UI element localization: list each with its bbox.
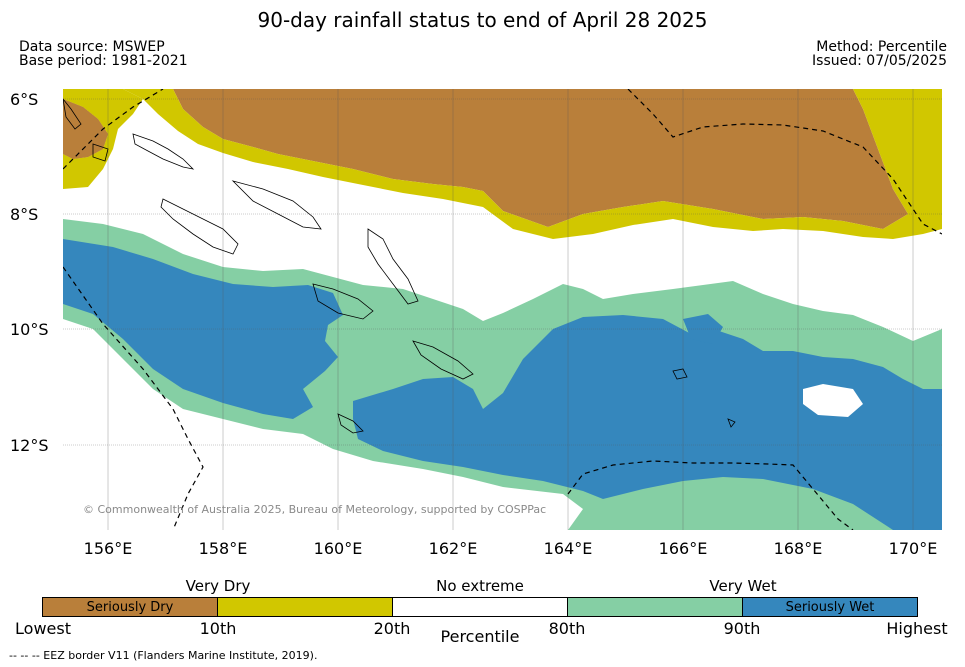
- legend-swatch-seriously-dry: Seriously Dry: [43, 598, 218, 616]
- legend-swatch-seriously-wet: Seriously Wet: [743, 598, 917, 616]
- method-text: Method: Percentile: [816, 39, 947, 55]
- lat-tick-label: 10°S: [10, 320, 49, 339]
- copyright-notice: © Commonwealth of Australia 2025, Bureau…: [83, 503, 547, 516]
- method-block: Method: Percentile Issued: 07/05/2025: [812, 40, 947, 68]
- base-period-text: Base period: 1981-2021: [19, 53, 188, 69]
- coastlines: [63, 98, 736, 434]
- lat-tick-label: 6°S: [10, 90, 39, 109]
- seriously-dry-region: [173, 89, 908, 229]
- legend-swatch-no-extreme: [393, 598, 568, 616]
- lat-tick-label: 12°S: [10, 436, 49, 455]
- lon-tick-label: 166°E: [658, 539, 708, 558]
- lon-tick-label: 164°E: [543, 539, 593, 558]
- no-extreme-patch: [803, 384, 863, 417]
- lon-tick-label: 156°E: [83, 539, 133, 558]
- data-source-text: Data source: MSWEP: [19, 39, 165, 55]
- legend-tick-label: 80th: [548, 619, 586, 638]
- lon-tick-label: 158°E: [198, 539, 248, 558]
- legend-tick-label: 10th: [199, 619, 237, 638]
- legend-category-label: Very Dry: [185, 577, 251, 595]
- lon-tick-label: 160°E: [313, 539, 363, 558]
- seriously-wet-region-south: [353, 315, 942, 530]
- legend-colorbar: Seriously Dry Seriously Wet: [42, 597, 918, 617]
- legend-tick-label: Highest: [886, 619, 948, 638]
- legend-tick-label: 20th: [373, 619, 411, 638]
- footnote: -- -- -- EEZ border V11 (Flanders Marine…: [9, 649, 318, 662]
- legend-title: Percentile: [440, 627, 520, 646]
- legend-category-label: Very Wet: [709, 577, 777, 595]
- rainfall-map: [63, 89, 942, 530]
- legend-swatch-very-dry: [218, 598, 393, 616]
- data-source-block: Data source: MSWEP Base period: 1981-202…: [19, 40, 188, 68]
- issued-text: Issued: 07/05/2025: [812, 53, 947, 69]
- map-title: 90-day rainfall status to end of April 2…: [257, 8, 708, 32]
- eez-border: [63, 89, 942, 530]
- lat-tick-label: 8°S: [10, 205, 39, 224]
- lon-tick-label: 168°E: [773, 539, 823, 558]
- legend-swatch-very-wet: [568, 598, 743, 616]
- lon-tick-label: 170°E: [888, 539, 938, 558]
- lon-tick-label: 162°E: [428, 539, 478, 558]
- legend-category-label: No extreme: [436, 577, 524, 595]
- very-dry-region: [123, 89, 942, 239]
- legend-tick-label: Lowest: [15, 619, 71, 638]
- legend-tick-label: 90th: [723, 619, 761, 638]
- graticule: [63, 89, 942, 530]
